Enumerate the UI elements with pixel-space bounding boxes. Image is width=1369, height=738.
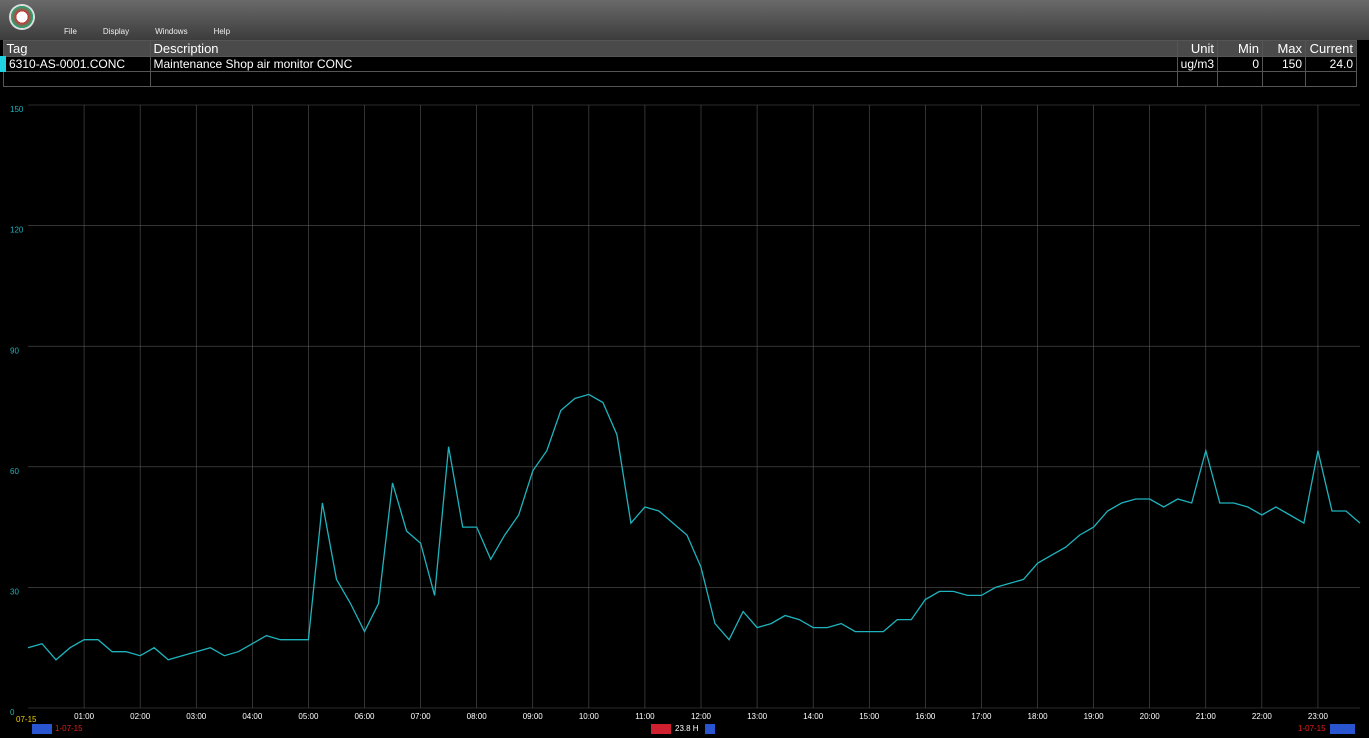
cell: 24.0 — [1305, 56, 1357, 72]
tag-table: Tag Description Unit Min Max Current 631… — [0, 40, 1357, 87]
menu-bar: File Display Windows Help — [64, 27, 230, 36]
header-cell: Current — [1305, 40, 1357, 57]
start-label: 07-15 — [16, 715, 37, 724]
x-tick-label: 21:00 — [1196, 712, 1217, 721]
footer: 1-07-15 23.8 H 1-07-15 — [0, 724, 1369, 738]
cell — [2, 71, 151, 87]
x-tick-label: 17:00 — [971, 712, 992, 721]
cell — [1217, 71, 1263, 87]
x-tick-label: 22:00 — [1252, 712, 1273, 721]
menu-item[interactable]: File — [64, 27, 77, 36]
header-cell: Tag — [2, 40, 151, 57]
menu-item[interactable]: Display — [102, 27, 130, 36]
cell: Maintenance Shop air monitor CONC — [149, 56, 1178, 72]
app-logo[interactable] — [9, 4, 35, 30]
close-buttons[interactable] — [651, 724, 671, 734]
x-tick-label: 04:00 — [242, 712, 263, 721]
x-tick-label: 09:00 — [523, 712, 544, 721]
menu-item[interactable]: Help — [213, 27, 231, 36]
left-date: 1-07-15 — [55, 724, 83, 733]
x-tick-label: 01:00 — [74, 712, 95, 721]
x-tick-label: 05:00 — [298, 712, 319, 721]
trend-chart: 07-15 0 30 60 90 120 150 01:00 02:00 03:00 04:00 0… — [10, 104, 1361, 724]
x-tick-label: 11:00 — [635, 712, 655, 721]
x-tick-label: 07:00 — [411, 712, 432, 721]
x-tick-label: 16:00 — [915, 712, 936, 721]
header-cell: Max — [1262, 40, 1306, 57]
x-tick-label: 13:00 — [747, 712, 768, 721]
scroll-forward[interactable] — [1330, 724, 1355, 734]
y-tick-label: 0 — [10, 708, 15, 717]
cell: 0 — [1217, 56, 1263, 72]
x-tick-label: 19:00 — [1084, 712, 1105, 721]
scroll-back[interactable] — [32, 724, 52, 734]
title-bar: File Display Windows Help — [0, 0, 1369, 40]
y-tick-label: 60 — [10, 467, 19, 476]
cell: 150 — [1262, 56, 1306, 72]
x-tick-label: 18:00 — [1028, 712, 1049, 721]
trend-line — [27, 393, 1361, 661]
x-tick-label: 23:00 — [1308, 712, 1329, 721]
x-tick-label: 12:00 — [691, 712, 712, 721]
span-dropdown[interactable] — [705, 724, 715, 734]
cell: ug/m3 — [1176, 56, 1219, 72]
header-cell: Description — [149, 40, 1178, 57]
cell — [1176, 71, 1219, 87]
x-tick-label: 15:00 — [859, 712, 880, 721]
header-cell: Min — [1217, 40, 1263, 57]
span-label: 23.8 H — [675, 724, 699, 733]
x-tick-label: 06:00 — [354, 712, 375, 721]
x-tick-label: 10:00 — [579, 712, 600, 721]
cell — [1305, 71, 1357, 87]
x-tick-label: 02:00 — [130, 712, 151, 721]
x-tick-label: 03:00 — [186, 712, 207, 721]
cell — [1262, 71, 1306, 87]
cell — [149, 71, 1178, 87]
x-tick-label: 14:00 — [803, 712, 824, 721]
y-tick-label: 120 — [10, 226, 24, 235]
right-date: 1-07-15 — [1298, 724, 1326, 733]
header-cell: Unit — [1176, 40, 1219, 57]
y-tick-label: 90 — [10, 346, 19, 355]
y-tick-label: 150 — [10, 105, 24, 114]
cell[interactable]: 6310-AS-0001.CONC — [0, 56, 151, 72]
menu-item[interactable]: Windows — [155, 27, 188, 36]
x-tick-label: 20:00 — [1140, 712, 1161, 721]
y-tick-label: 30 — [10, 588, 19, 597]
x-tick-label: 08:00 — [467, 712, 488, 721]
